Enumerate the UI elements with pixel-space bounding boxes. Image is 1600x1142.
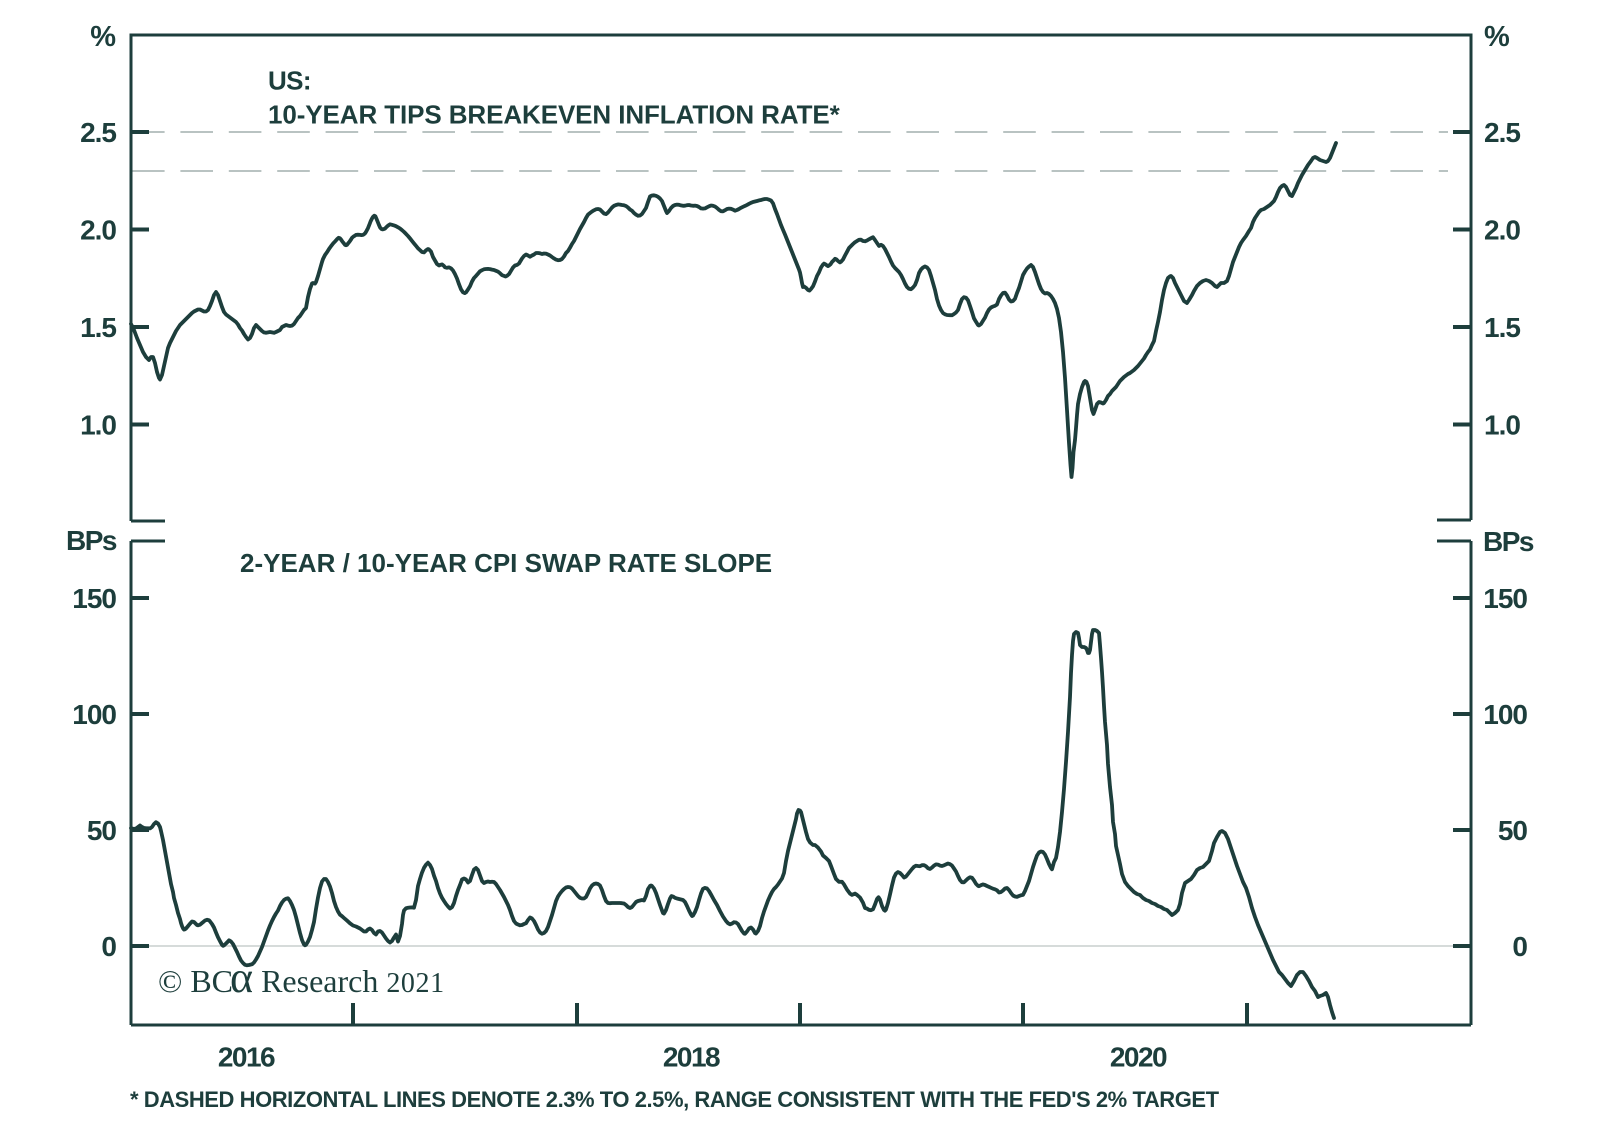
svg-text:100: 100 xyxy=(72,699,116,730)
svg-text:2.5: 2.5 xyxy=(1484,117,1520,148)
svg-text:2.0: 2.0 xyxy=(1484,215,1520,246)
svg-text:150: 150 xyxy=(72,583,116,614)
svg-text:2.5: 2.5 xyxy=(80,117,116,148)
svg-text:%: % xyxy=(1484,21,1510,53)
svg-text:1.5: 1.5 xyxy=(80,312,116,343)
svg-text:2.0: 2.0 xyxy=(80,215,116,246)
svg-text:2-YEAR / 10-YEAR CPI SWAP RATE: 2-YEAR / 10-YEAR CPI SWAP RATE SLOPE xyxy=(240,548,772,578)
svg-text:BPs: BPs xyxy=(1483,526,1534,557)
svg-text:2020: 2020 xyxy=(1110,1042,1167,1073)
svg-text:0: 0 xyxy=(1512,931,1527,962)
svg-text:US:: US: xyxy=(268,66,311,96)
svg-text:50: 50 xyxy=(1498,815,1528,846)
svg-text:1.0: 1.0 xyxy=(1484,410,1520,441)
svg-text:* DASHED HORIZONTAL LINES DENO: * DASHED HORIZONTAL LINES DENOTE 2.3% TO… xyxy=(130,1087,1220,1112)
svg-text:1.0: 1.0 xyxy=(80,410,116,441)
svg-text:100: 100 xyxy=(1483,699,1527,730)
svg-text:2018: 2018 xyxy=(663,1042,720,1073)
svg-text:50: 50 xyxy=(87,815,117,846)
svg-text:%: % xyxy=(90,21,116,53)
svg-text:0: 0 xyxy=(101,931,116,962)
svg-text:10-YEAR TIPS BREAKEVEN INFLATI: 10-YEAR TIPS BREAKEVEN INFLATION RATE* xyxy=(268,100,841,130)
svg-text:2016: 2016 xyxy=(218,1042,275,1073)
svg-text:150: 150 xyxy=(1483,583,1527,614)
svg-text:1.5: 1.5 xyxy=(1484,312,1520,343)
svg-text:BPs: BPs xyxy=(66,525,117,556)
